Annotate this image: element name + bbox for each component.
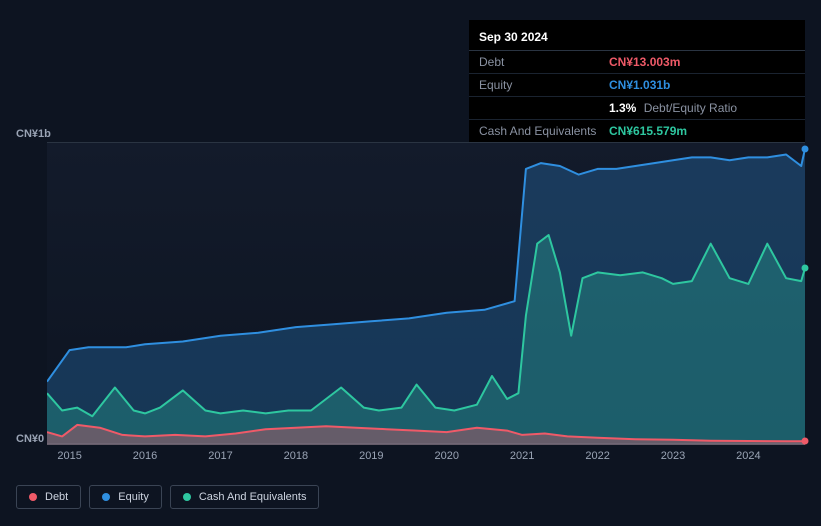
- x-axis-label: 2018: [284, 450, 308, 462]
- tooltip-date: Sep 30 2024: [469, 24, 805, 51]
- tooltip-row: DebtCN¥13.003m: [469, 51, 805, 74]
- x-axis-label: 2015: [57, 450, 81, 462]
- x-axis-label: 2017: [208, 450, 232, 462]
- legend: Debt Equity Cash And Equivalents: [16, 485, 319, 509]
- x-axis-label: 2023: [661, 450, 685, 462]
- cash-icon: [183, 493, 191, 501]
- tooltip-row-value: 1.3% Debt/Equity Ratio: [609, 101, 737, 115]
- y-axis-bottom-label: CN¥0: [16, 433, 44, 445]
- x-axis-label: 2019: [359, 450, 383, 462]
- legend-label: Debt: [45, 491, 68, 503]
- chart-plot-area[interactable]: [47, 142, 805, 444]
- legend-item-debt[interactable]: Debt: [16, 485, 81, 509]
- x-axis-labels: 2015 2016 2017 2018 2019 2020 2021 2022 2023 2024: [47, 450, 805, 468]
- x-axis-label: 2024: [736, 450, 760, 462]
- x-axis-label: 2020: [434, 450, 458, 462]
- tooltip-row: 1.3% Debt/Equity Ratio: [469, 97, 805, 120]
- x-axis-label: 2021: [510, 450, 534, 462]
- legend-label: Equity: [118, 491, 149, 503]
- chart-container: CN¥1b CN¥0 20152016201720182019202020212…: [16, 128, 805, 508]
- cash-end-marker: [802, 265, 809, 272]
- chart-svg: [47, 143, 805, 445]
- legend-label: Cash And Equivalents: [199, 491, 307, 503]
- equity-icon: [102, 493, 110, 501]
- legend-item-cash[interactable]: Cash And Equivalents: [170, 485, 320, 509]
- debt-end-marker: [802, 438, 809, 445]
- x-axis-label: 2016: [133, 450, 157, 462]
- tooltip-row-label: [479, 101, 609, 115]
- tooltip-row-label: Debt: [479, 55, 609, 69]
- equity-end-marker: [802, 145, 809, 152]
- debt-icon: [29, 493, 37, 501]
- tooltip-row-label: Equity: [479, 78, 609, 92]
- tooltip-row-suffix: Debt/Equity Ratio: [640, 101, 737, 115]
- tooltip-row-value: CN¥13.003m: [609, 55, 680, 69]
- tooltip-row-value: CN¥1.031b: [609, 78, 670, 92]
- legend-item-equity[interactable]: Equity: [89, 485, 162, 509]
- y-axis-top-label: CN¥1b: [16, 128, 51, 140]
- tooltip-row: EquityCN¥1.031b: [469, 74, 805, 97]
- x-axis-label: 2022: [585, 450, 609, 462]
